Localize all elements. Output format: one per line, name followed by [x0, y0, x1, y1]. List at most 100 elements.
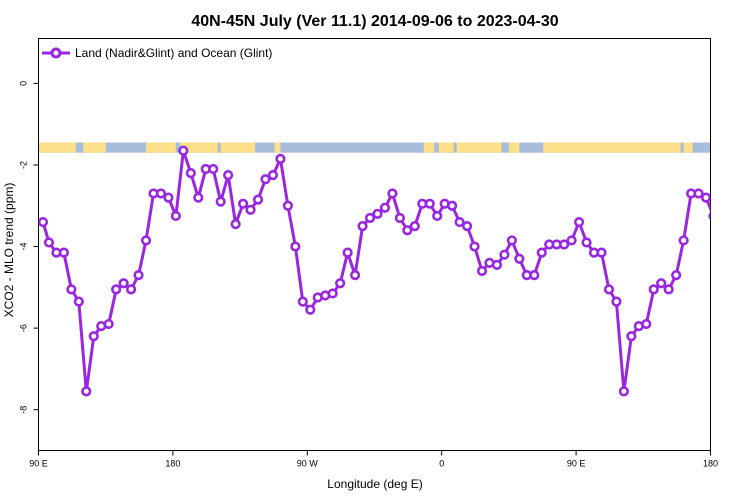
series-group: [38, 145, 711, 397]
data-point: [678, 235, 689, 246]
legend-marker: [50, 47, 62, 59]
data-point: [155, 188, 167, 199]
land-segment: [423, 142, 435, 153]
data-point: [140, 235, 152, 246]
y-tick-label: -2: [19, 161, 29, 169]
land-segment: [220, 142, 256, 153]
x-tick-label: 180: [165, 459, 180, 469]
data-point: [379, 202, 391, 213]
data-point: [581, 237, 592, 248]
land-segment: [38, 142, 76, 153]
land-segment: [83, 142, 106, 153]
data-point: [66, 284, 77, 295]
land-segment: [508, 142, 520, 153]
y-tick-label: 0: [19, 81, 29, 86]
data-point: [573, 216, 585, 228]
data-point: [118, 278, 129, 289]
data-point: [73, 296, 84, 307]
x-tick-label: 90 E: [567, 459, 586, 469]
data-point: [267, 170, 279, 181]
plot-frame: [38, 38, 711, 451]
data-point: [163, 192, 174, 203]
data-point: [536, 247, 547, 258]
data-point: [708, 211, 711, 221]
data-point: [58, 247, 69, 258]
data-point: [529, 269, 540, 281]
data-point: [402, 225, 413, 236]
data-point: [335, 278, 346, 289]
data-point: [252, 194, 264, 205]
data-point: [372, 208, 383, 220]
x-tick-label: 180: [703, 459, 718, 469]
data-point: [432, 210, 443, 222]
data-point: [461, 221, 473, 232]
data-point: [648, 284, 659, 295]
ocean-band: [38, 142, 711, 153]
data-point: [282, 200, 293, 211]
data-point: [245, 204, 256, 215]
data-point: [566, 235, 577, 246]
data-point: [342, 247, 353, 258]
data-point: [447, 200, 458, 211]
data-point: [215, 196, 226, 207]
legend: Land (Nadir&Glint) and Ocean (Glint): [42, 46, 272, 60]
data-point: [641, 318, 652, 330]
land-segment: [683, 142, 693, 153]
data-point: [178, 145, 189, 156]
data-point: [663, 284, 674, 295]
y-axis-label: XCO2 - MLO trend (ppm): [2, 183, 16, 318]
data-point: [230, 219, 241, 230]
data-point: [506, 235, 517, 246]
data-point: [514, 253, 525, 264]
data-point: [327, 288, 338, 299]
data-point: [424, 198, 435, 209]
data-point: [693, 188, 704, 199]
data-point: [387, 188, 398, 199]
data-point: [81, 386, 92, 397]
data-point: [208, 163, 219, 175]
data-point: [237, 198, 249, 209]
data-point: [364, 212, 376, 224]
series-line: [41, 149, 711, 393]
data-point: [357, 221, 368, 232]
data-point: [700, 192, 711, 203]
y-tick-label: -6: [19, 324, 29, 332]
data-point: [305, 304, 316, 315]
data-point: [656, 278, 667, 289]
data-point: [223, 170, 234, 181]
land-segment: [456, 142, 502, 153]
land-segment: [146, 142, 176, 153]
data-point: [394, 212, 405, 224]
land-segment: [543, 142, 681, 153]
chart-title: 40N-45N July (Ver 11.1) 2014-09-06 to 20…: [191, 13, 558, 30]
data-point: [596, 247, 607, 258]
data-point: [297, 296, 308, 307]
x-axis-label: Longitude (deg E): [327, 477, 422, 491]
data-point: [611, 296, 622, 307]
y-axis: 0 -2 -4 -6 -8: [19, 81, 39, 414]
y-tick-label: -8: [19, 406, 29, 414]
land-segment: [274, 142, 281, 153]
data-point: [290, 241, 301, 252]
data-point: [185, 168, 196, 179]
data-point: [111, 284, 122, 295]
data-point: [626, 331, 637, 342]
data-point: [454, 216, 465, 228]
data-point: [260, 174, 271, 185]
x-tick-label: 0: [439, 459, 444, 469]
data-point: [88, 331, 99, 342]
data-point: [125, 284, 137, 295]
data-point: [38, 216, 49, 228]
data-point: [603, 284, 615, 295]
data-point: [275, 153, 286, 164]
data-point: [170, 210, 181, 222]
data-point: [499, 249, 510, 260]
land-ocean-band: [38, 142, 711, 153]
data-point: [559, 239, 570, 250]
data-point: [469, 241, 480, 252]
data-point: [671, 269, 682, 281]
data-point: [476, 265, 488, 277]
data-point: [618, 386, 629, 397]
data-point: [193, 192, 204, 203]
